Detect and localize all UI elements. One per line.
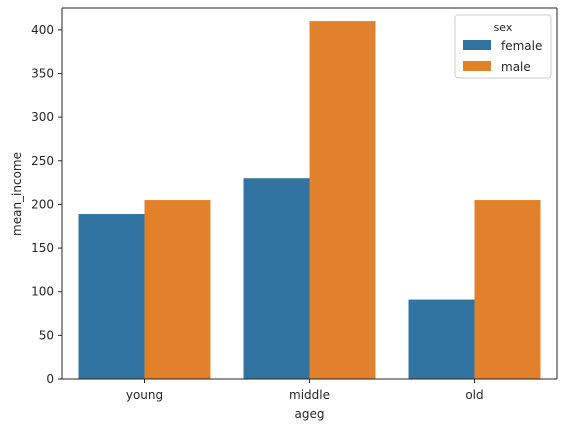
legend-swatch-female <box>463 40 491 50</box>
bar-female-middle <box>243 178 310 379</box>
bar-male-young <box>144 200 211 379</box>
y-tick-label: 200 <box>31 197 54 211</box>
y-tick-label: 250 <box>31 154 54 168</box>
legend-label-female: female <box>501 39 542 53</box>
y-tick-label: 400 <box>31 23 54 37</box>
y-tick-label: 300 <box>31 110 54 124</box>
y-tick-label: 350 <box>31 66 54 80</box>
bar-male-old <box>474 200 541 379</box>
y-axis-label: mean_income <box>10 152 24 236</box>
legend-swatch-male <box>463 61 491 71</box>
axes-layer: 0 50 100 150 200 250 300 350 400 young middle old <box>31 7 558 402</box>
x-axis-label: ageg <box>295 407 325 421</box>
bar-female-young <box>78 214 145 379</box>
bars-layer <box>78 21 541 380</box>
bar-male-middle <box>309 21 376 380</box>
legend-title: sex <box>494 21 513 34</box>
bar-female-old <box>408 299 475 379</box>
x-tick-label: old <box>465 388 483 402</box>
x-tick-label: young <box>126 388 163 402</box>
y-tick-label: 100 <box>31 285 54 299</box>
y-tick-label: 150 <box>31 241 54 255</box>
legend: sex female male <box>454 14 552 79</box>
y-tick-label: 0 <box>46 372 54 386</box>
x-tick-label: middle <box>289 388 330 402</box>
y-tick-label: 50 <box>39 328 54 342</box>
legend-label-male: male <box>501 60 531 74</box>
